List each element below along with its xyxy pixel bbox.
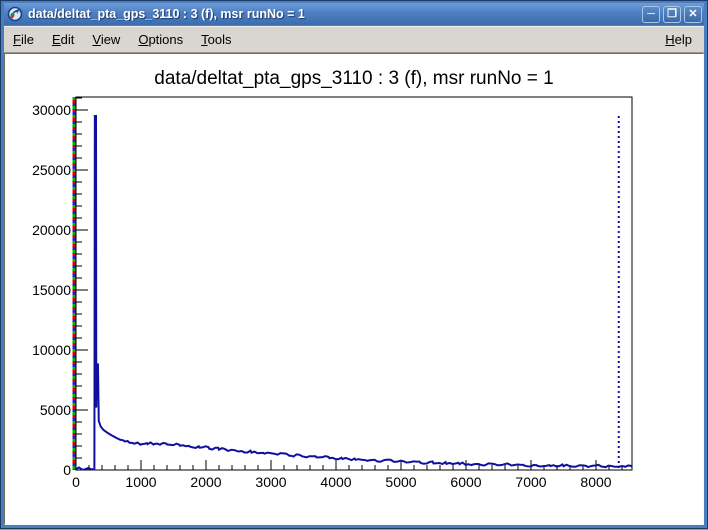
- x-tick-label: 7000: [515, 474, 546, 490]
- menu-tools[interactable]: Tools: [201, 32, 232, 47]
- y-tick-label: 10000: [32, 342, 71, 358]
- y-tick-label: 30000: [32, 102, 71, 118]
- y-tick-label: 20000: [32, 222, 71, 238]
- x-tick-label: 2000: [190, 474, 221, 490]
- y-tick-label: 0: [63, 462, 71, 478]
- y-tick-label: 25000: [32, 162, 71, 178]
- x-tick-label: 1000: [125, 474, 156, 490]
- x-tick-label: 3000: [255, 474, 286, 490]
- plot-canvas[interactable]: data/deltat_pta_gps_3110 : 3 (f), msr ru…: [4, 53, 704, 525]
- histogram-trace: [75, 115, 633, 471]
- plot-title: data/deltat_pta_gps_3110 : 3 (f), msr ru…: [154, 68, 553, 89]
- svg-text:++: ++: [16, 10, 24, 16]
- x-tick-label: 5000: [385, 474, 416, 490]
- window-title: data/deltat_pta_gps_3110 : 3 (f), msr ru…: [28, 7, 305, 21]
- menu-view[interactable]: View: [92, 32, 121, 47]
- menu-help[interactable]: Help: [665, 32, 692, 47]
- root-logo-icon[interactable]: ++: [7, 6, 23, 22]
- y-tick-label: 5000: [40, 402, 71, 418]
- close-button[interactable]: ✕: [684, 5, 702, 23]
- x-tick-label: 8000: [580, 474, 611, 490]
- titlebar[interactable]: ++ data/deltat_pta_gps_3110 : 3 (f), msr…: [4, 3, 704, 25]
- y-tick-label: 15000: [32, 282, 71, 298]
- plot-frame: [75, 96, 633, 471]
- menu-file[interactable]: File: [13, 32, 34, 47]
- x-tick-label: 4000: [320, 474, 351, 490]
- menubar: File Edit View Options Tools Help: [4, 26, 704, 53]
- menu-options[interactable]: Options: [138, 32, 184, 47]
- menu-edit[interactable]: Edit: [51, 32, 75, 47]
- x-tick-label: 0: [72, 474, 80, 490]
- maximize-button[interactable]: ❐: [663, 5, 681, 23]
- minimize-button[interactable]: ─: [642, 5, 660, 23]
- x-tick-label: 6000: [450, 474, 481, 490]
- histogram-plot[interactable]: data/deltat_pta_gps_3110 : 3 (f), msr ru…: [5, 54, 703, 525]
